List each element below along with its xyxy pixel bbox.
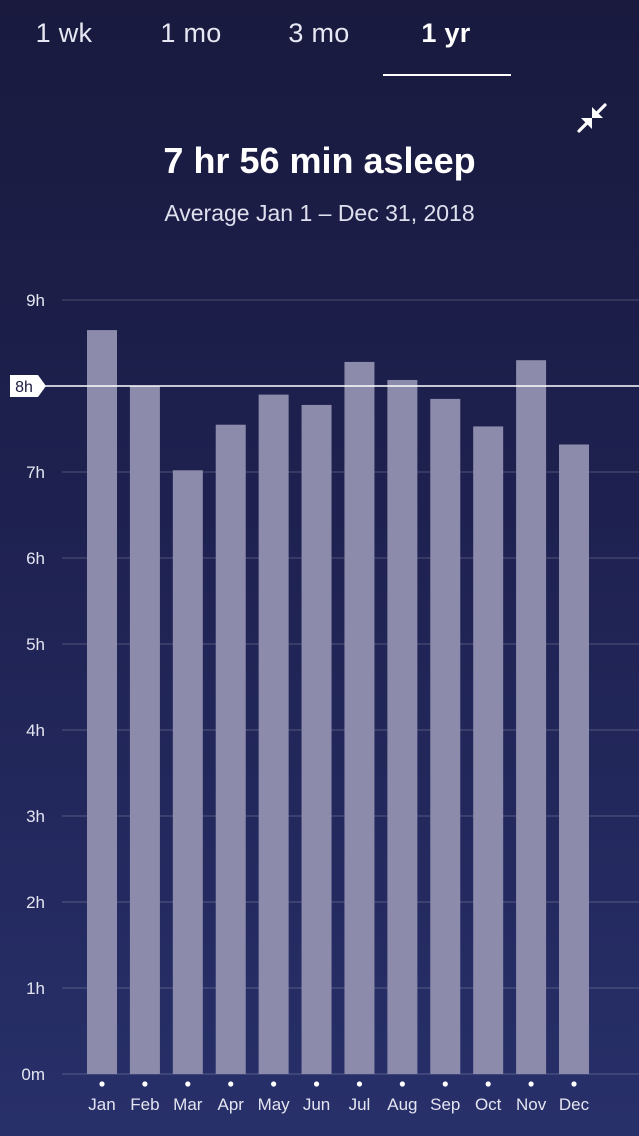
bar-mar [172,470,203,1074]
x-tick-dot [356,1081,363,1087]
x-tick-dot [399,1081,405,1087]
range-tabs: 1 wk 1 mo 3 mo 1 yr [0,0,639,78]
x-tick-label: Feb [130,1095,159,1114]
x-tick-label: Apr [217,1095,244,1114]
x-tick-dot [99,1081,105,1087]
bar-jan [87,330,117,1075]
bar-feb [129,386,160,1074]
x-tick-label: Nov [516,1095,547,1114]
average-date-range: Average Jan 1 – Dec 31, 2018 [164,200,475,226]
tab-3-months[interactable]: 3 mo [288,18,350,48]
y-tick-label: 9h [26,291,45,310]
x-tick-dot [185,1081,191,1087]
bar-dec [559,444,589,1074]
bar-sep [430,398,461,1074]
active-tab-indicator [383,74,511,76]
collapse-view-button[interactable] [574,100,610,136]
x-tick-label: Sep [430,1095,460,1114]
tab-1-year[interactable]: 1 yr [421,18,471,48]
x-tick-label: Jan [88,1095,115,1114]
y-tick-label: 1h [26,979,45,998]
x-tick-dot [228,1081,234,1087]
x-tick-label: Jul [349,1095,371,1114]
goal-marker [10,375,46,397]
y-tick-label: 5h [26,635,45,654]
tab-1-week[interactable]: 1 wk [35,18,93,48]
bar-nov [516,360,547,1074]
goal-label: 8h [15,379,33,396]
bar-may [258,394,289,1075]
y-tick-label: 7h [26,463,45,482]
x-tick-dot [442,1081,448,1087]
bar-oct [473,426,504,1074]
tab-1-month[interactable]: 1 mo [160,18,222,48]
collapse-arrows-icon [577,103,607,133]
y-tick-label: 4h [26,721,45,740]
x-tick-dot [571,1081,577,1087]
bar-apr [215,424,246,1074]
x-tick-label: Oct [475,1095,502,1114]
x-tick-label: Mar [173,1095,203,1114]
bar-jun [301,404,332,1074]
y-tick-label: 0m [21,1065,45,1084]
x-tick-label: Jun [303,1095,330,1114]
x-tick-dot [271,1081,277,1087]
x-tick-label: May [258,1095,291,1114]
x-tick-dot [485,1081,491,1087]
x-tick-dot [528,1081,534,1087]
x-tick-dot [313,1081,320,1087]
bar-jul [344,361,375,1074]
x-tick-label: Dec [559,1095,590,1114]
sleep-bar-chart: 0m 1h 2h 3h 4h 5h 6h 7h 9h Jan Feb Mar Apr May Jun Jul A… [10,291,639,1114]
average-sleep-headline: 7 hr 56 min asleep [163,140,476,181]
y-tick-label: 3h [26,807,45,826]
x-tick-dot [142,1081,148,1087]
bar-aug [387,379,418,1075]
y-tick-label: 6h [26,549,45,568]
x-tick-label: Aug [387,1095,417,1114]
y-tick-label: 2h [26,893,45,912]
